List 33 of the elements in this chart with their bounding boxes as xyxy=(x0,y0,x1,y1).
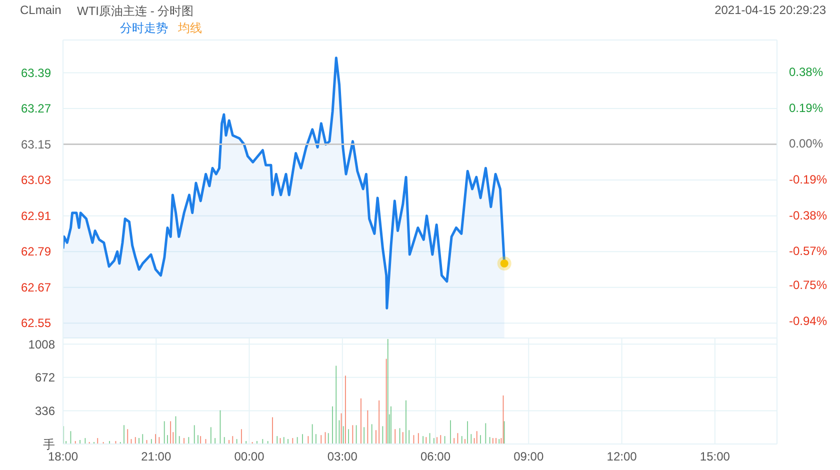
chart-subtitle: WTI原油主连 - 分时图 xyxy=(77,3,194,20)
y-tick-label: 672 xyxy=(34,370,56,385)
y2-tick-label: -0.75% xyxy=(789,278,828,292)
x-tick-label: 00:00 xyxy=(234,450,265,464)
chart-title: CLmain xyxy=(20,3,62,17)
y2-tick-label: -0.38% xyxy=(789,208,828,222)
x-tick-label: 09:00 xyxy=(514,450,544,464)
legend-label: 均线 xyxy=(178,20,202,37)
y-tick-label: 63.15 xyxy=(20,137,52,152)
y-tick-label: 62.67 xyxy=(20,280,52,294)
text: 分时走势 xyxy=(120,20,168,37)
y-tick-label: 336 xyxy=(34,404,56,418)
y-tick-label: 62.55 xyxy=(20,316,52,330)
y2-tick-label: -0.57% xyxy=(789,244,828,258)
x-tick-label: 15:00 xyxy=(700,450,730,464)
x-tick-label: 21:00 xyxy=(141,450,172,464)
y2-tick-label: 0.19% xyxy=(789,100,824,115)
x-tick-label: 06:00 xyxy=(420,450,451,464)
y2-tick-label: -0.94% xyxy=(789,314,828,328)
x-tick-label: 18:00 xyxy=(48,450,78,464)
y2-tick-label: 0.00% xyxy=(789,136,824,151)
y-tick-label: 1008 xyxy=(28,337,56,352)
y-tick-label: 62.79 xyxy=(20,244,52,259)
x-tick-label: 12:00 xyxy=(606,450,638,464)
y-tick-label: 62.91 xyxy=(20,208,52,223)
y-tick-label: 手 xyxy=(43,437,55,452)
y2-tick-label: -0.19% xyxy=(789,172,828,187)
x-tick-label: 03:00 xyxy=(327,450,358,464)
text: 2021-04-15 20:29:23 xyxy=(714,3,826,17)
y-tick-label: 63.03 xyxy=(20,173,52,188)
y-tick-label: 63.27 xyxy=(20,102,52,116)
y-tick-label: 63.39 xyxy=(20,66,52,80)
y2-tick-label: 0.38% xyxy=(789,65,824,80)
